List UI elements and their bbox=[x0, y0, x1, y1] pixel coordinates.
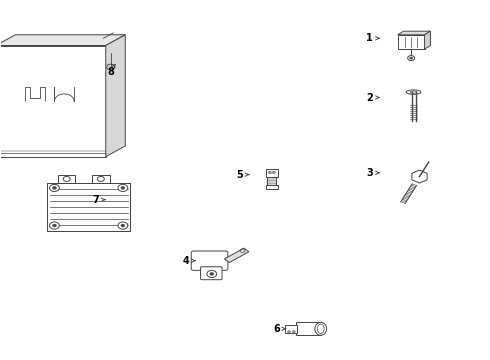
Bar bbox=[296, 322, 321, 335]
Polygon shape bbox=[398, 31, 430, 35]
Circle shape bbox=[49, 184, 59, 192]
Circle shape bbox=[121, 186, 125, 189]
Text: 3: 3 bbox=[366, 168, 379, 178]
Bar bbox=[268, 177, 276, 185]
Text: 1: 1 bbox=[366, 33, 379, 43]
Bar bbox=[266, 169, 278, 177]
Bar bbox=[92, 175, 110, 183]
Circle shape bbox=[272, 171, 275, 174]
Polygon shape bbox=[0, 45, 106, 157]
Bar bbox=[266, 185, 278, 189]
Ellipse shape bbox=[406, 90, 421, 94]
Polygon shape bbox=[412, 170, 427, 183]
Circle shape bbox=[408, 55, 415, 60]
Text: 2: 2 bbox=[366, 93, 379, 103]
Bar bbox=[58, 175, 75, 183]
Polygon shape bbox=[106, 35, 125, 157]
Circle shape bbox=[118, 184, 128, 192]
Circle shape bbox=[52, 224, 56, 227]
Text: 5: 5 bbox=[237, 170, 249, 180]
Circle shape bbox=[207, 270, 217, 278]
Circle shape bbox=[410, 57, 413, 59]
Polygon shape bbox=[424, 31, 430, 49]
Text: 7: 7 bbox=[93, 195, 105, 205]
FancyBboxPatch shape bbox=[191, 251, 228, 270]
Ellipse shape bbox=[315, 322, 327, 335]
Circle shape bbox=[293, 330, 295, 333]
Polygon shape bbox=[0, 35, 125, 45]
Circle shape bbox=[118, 222, 128, 229]
Text: 4: 4 bbox=[183, 256, 196, 266]
FancyBboxPatch shape bbox=[200, 267, 222, 280]
Bar bbox=[47, 183, 130, 231]
Circle shape bbox=[288, 330, 291, 333]
Text: 6: 6 bbox=[273, 324, 286, 334]
Bar bbox=[285, 324, 297, 333]
Circle shape bbox=[121, 224, 125, 227]
Circle shape bbox=[49, 222, 59, 229]
Polygon shape bbox=[224, 248, 249, 262]
Circle shape bbox=[269, 171, 271, 174]
Circle shape bbox=[52, 186, 56, 189]
Text: 8: 8 bbox=[107, 64, 115, 77]
Bar bbox=[398, 35, 424, 49]
Circle shape bbox=[210, 273, 214, 275]
